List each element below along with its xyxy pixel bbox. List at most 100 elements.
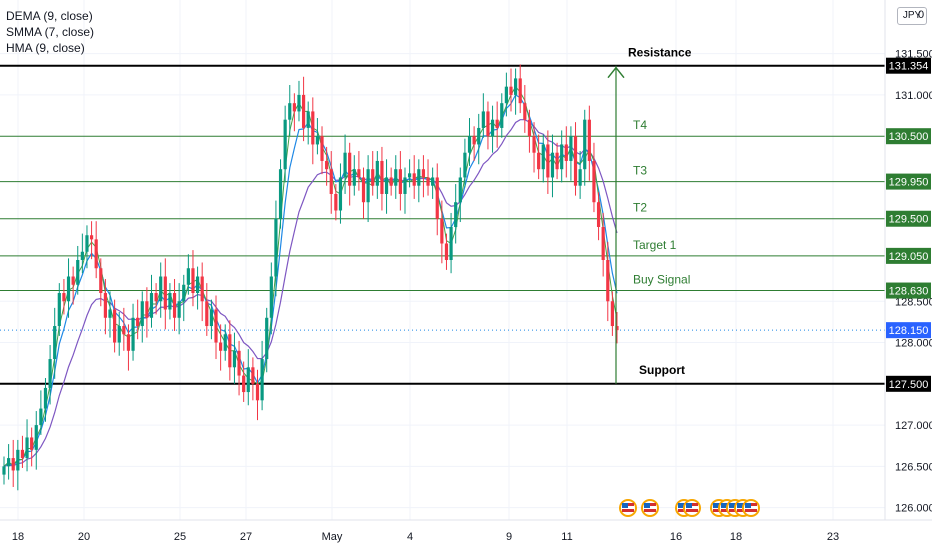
candle-body: [472, 136, 476, 145]
current-price-badge-label: 128.150: [889, 325, 929, 337]
candle-body: [288, 103, 292, 120]
candle-body: [440, 218, 444, 244]
candle-body: [278, 169, 283, 219]
candle-body: [260, 359, 264, 401]
candle-body: [186, 268, 190, 285]
candle-body: [527, 119, 532, 137]
candle-body: [122, 326, 126, 335]
level-label: T2: [633, 201, 647, 215]
candle-body: [191, 268, 195, 294]
candle-body: [514, 78, 518, 95]
candle-body: [449, 226, 453, 260]
event-icons[interactable]: [619, 499, 760, 517]
candle-body: [113, 309, 117, 343]
candle-body: [375, 160, 379, 186]
candle-body: [421, 169, 426, 178]
candle-body: [246, 367, 250, 393]
candle-body: [219, 342, 223, 351]
flag-canton: [644, 503, 650, 508]
price-badge: [886, 173, 931, 190]
x-tick-label: 27: [240, 531, 252, 543]
candle-body: [463, 152, 467, 178]
price-badge-label: 129.050: [889, 251, 929, 263]
candle-body: [587, 119, 591, 161]
flag-canton: [737, 503, 743, 508]
candle-body: [80, 251, 84, 260]
candle-body: [48, 359, 52, 388]
us-flag-icon[interactable]: [641, 499, 659, 517]
candle-body: [541, 144, 545, 170]
indicator-legend: DEMA (9, close) SMMA (7, close) HMA (9, …: [6, 8, 94, 56]
price-badge-label: 129.950: [889, 177, 929, 189]
candle-body: [412, 173, 416, 186]
candle-body: [384, 177, 389, 194]
us-flag-icon[interactable]: [683, 499, 701, 517]
candle-body: [338, 177, 343, 211]
flag-stripe: [745, 509, 757, 512]
candle-body: [458, 177, 462, 203]
candle-body: [195, 276, 200, 294]
candle-body: [57, 293, 61, 327]
us-flag-icon[interactable]: [742, 499, 760, 517]
candle-body: [25, 437, 29, 459]
candle-body: [343, 152, 347, 178]
candle-body: [136, 317, 140, 327]
x-tick-label: 4: [407, 531, 413, 543]
candle-body: [76, 260, 80, 285]
candle-body: [481, 111, 485, 128]
candle-body: [523, 103, 527, 120]
candle-body: [265, 317, 269, 360]
legend-smma[interactable]: SMMA (7, close): [6, 25, 95, 39]
legend-dema[interactable]: DEMA (9, close): [6, 9, 93, 23]
price-badge: [886, 375, 931, 392]
candle-body: [297, 94, 301, 112]
currency-button[interactable]: JPY: [897, 7, 927, 25]
candle-body: [583, 119, 587, 170]
candle-body: [214, 309, 218, 343]
level-label: Buy Signal: [633, 273, 690, 287]
price-badge-label: 129.500: [889, 214, 929, 226]
y-tick-label: 128.000: [895, 338, 932, 350]
candle-body: [99, 268, 103, 294]
candle-body: [407, 173, 412, 178]
candle-body: [371, 169, 375, 186]
candle-body: [454, 202, 458, 227]
candle-body: [292, 103, 296, 112]
candle-body: [504, 86, 508, 104]
candle-body: [444, 243, 449, 260]
candle-body: [108, 309, 112, 318]
legend-hma[interactable]: HMA (9, close): [6, 41, 85, 55]
y-tick-label: 126.500: [895, 461, 932, 473]
candle-body: [301, 94, 306, 128]
x-tick-label: May: [322, 531, 343, 543]
candle-body: [564, 144, 568, 161]
candle-body: [126, 334, 131, 351]
candle-body: [329, 169, 333, 194]
y-tick-label: 128.500: [895, 296, 932, 308]
candle-body: [53, 326, 57, 360]
candle-body: [606, 260, 610, 302]
flag-canton: [686, 503, 692, 508]
candle-body: [573, 136, 578, 186]
candle-body: [66, 276, 71, 302]
current-price-badge: [886, 322, 931, 339]
candle-body: [560, 144, 564, 170]
candles: [2, 64, 619, 491]
price-badge: [886, 128, 931, 145]
candle-body: [490, 119, 495, 137]
candle-body: [325, 160, 329, 170]
candle-body: [255, 383, 260, 401]
x-tick-label: 16: [670, 531, 682, 543]
us-flag-icon[interactable]: [619, 499, 637, 517]
candle-body: [200, 276, 204, 302]
candle-body: [140, 301, 144, 327]
candle-body: [159, 276, 163, 302]
candle-body: [168, 293, 172, 310]
price-badge: [886, 282, 931, 299]
candle-body: [532, 136, 536, 153]
candle-body: [518, 78, 522, 104]
candle-body: [403, 177, 407, 194]
candle-body: [477, 127, 481, 145]
